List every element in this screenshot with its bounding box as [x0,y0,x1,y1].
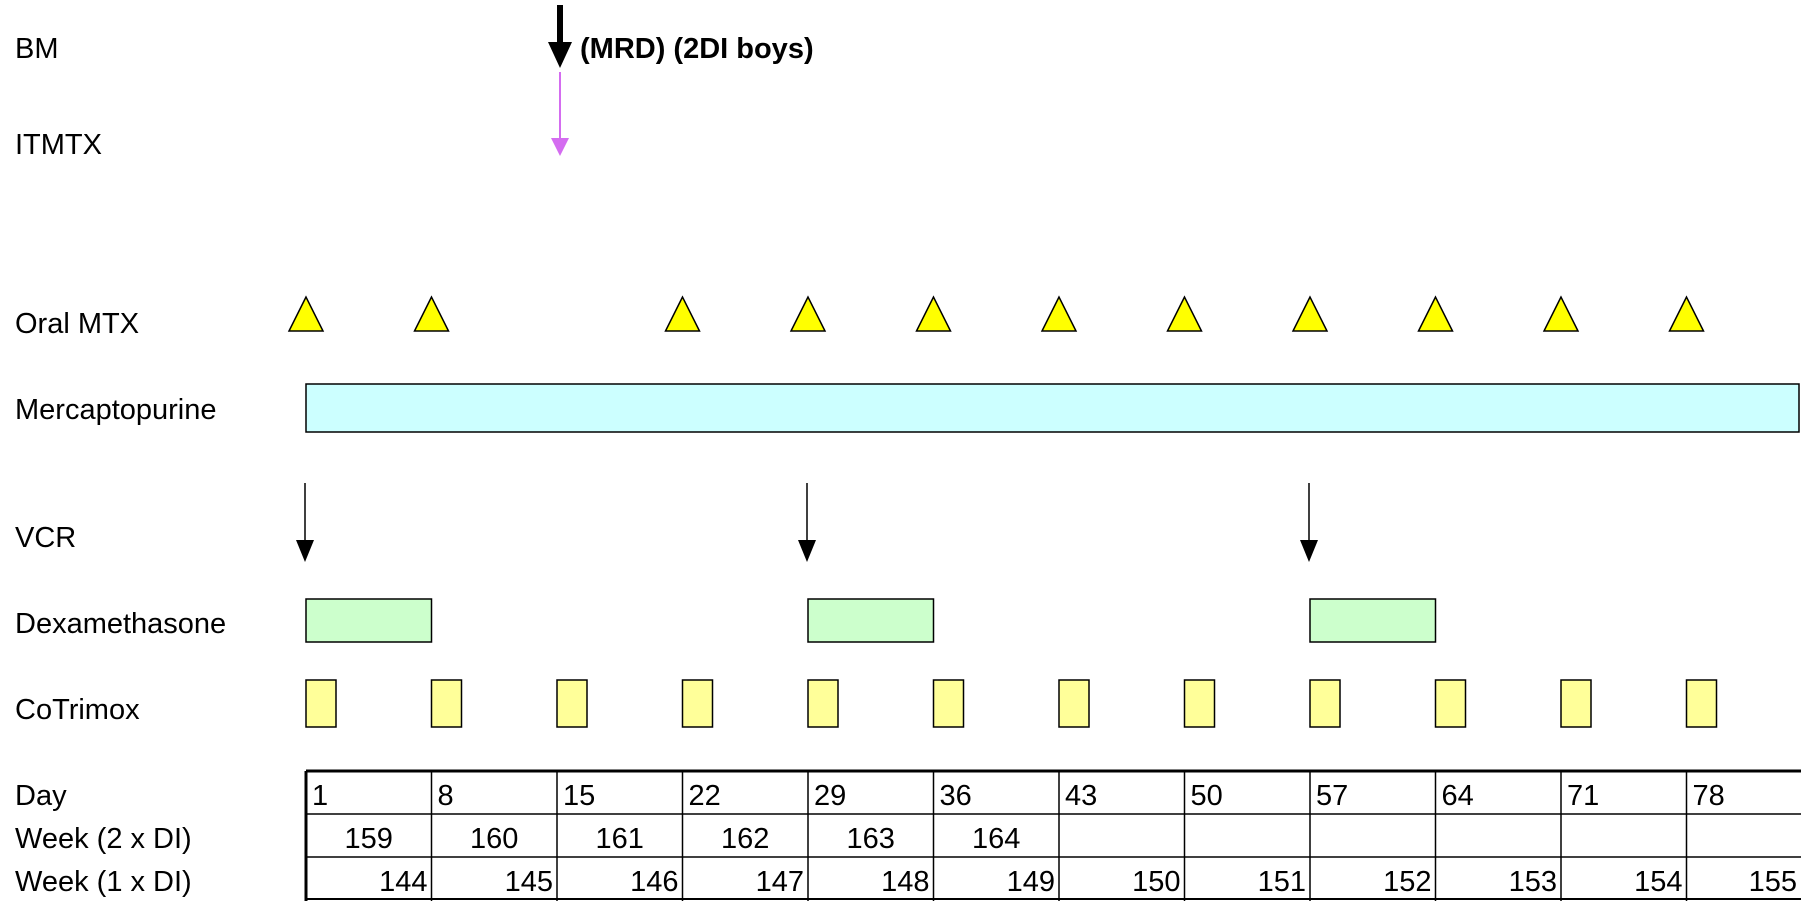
vcr-arrow-head [798,540,816,562]
week-1xdi-cell: 149 [1007,866,1055,898]
week-2xdi-cell: 160 [470,823,518,855]
row-label-mercaptopurine: Mercaptopurine [15,394,217,426]
table-row-label: Day [15,780,67,812]
week-2xdi-cell: 163 [847,823,895,855]
week-1xdi-cell: 150 [1132,866,1180,898]
row-label-itmtx: ITMTX [15,129,102,161]
day-cell: 57 [1316,780,1348,812]
cotrimox-box [430,679,463,728]
mercaptopurine-bar [305,383,1800,433]
cotrimox-box [1685,679,1718,728]
day-cell: 29 [814,780,846,812]
cotrimox-box [305,679,337,728]
vcr-arrow-head [296,540,314,562]
week-1xdi-cell: 148 [881,866,929,898]
row-label-vcr: VCR [15,522,76,554]
week-1xdi-cell: 145 [505,866,553,898]
oral-mtx-marker [1417,295,1454,332]
day-cell: 22 [689,780,721,812]
cotrimox-box [681,679,714,728]
day-cell: 50 [1191,780,1223,812]
row-label-dexamethasone: Dexamethasone [15,608,226,640]
vcr-arrow-head [1300,540,1318,562]
cotrimox-box [1434,679,1467,728]
oral-mtx-marker [1166,295,1203,332]
week-2xdi-cell: 164 [972,823,1020,855]
day-cell: 8 [438,780,454,812]
row-label-bm: BM [15,33,59,65]
week-1xdi-cell: 154 [1634,866,1682,898]
row-label-oral-mtx: Oral MTX [15,308,139,340]
cotrimox-box [1183,679,1216,728]
cotrimox-box [807,679,839,728]
week-1xdi-cell: 152 [1383,866,1431,898]
week-2xdi-cell: 161 [596,823,644,855]
week-2xdi-cell: 159 [345,823,393,855]
row-label-cotrimox: CoTrimox [15,694,140,726]
week-1xdi-cell: 153 [1509,866,1557,898]
day-cell: 15 [563,780,595,812]
table-row-label: Week (2 x DI) [15,823,192,855]
day-cell: 36 [940,780,972,812]
week-1xdi-cell: 146 [630,866,678,898]
cotrimox-box [1309,679,1341,728]
bm-arrow-shaft [557,5,563,45]
cotrimox-box [1560,679,1592,728]
oral-mtx-marker [664,295,701,332]
week-1xdi-cell: 151 [1258,866,1306,898]
cotrimox-box [1058,679,1090,728]
oral-mtx-marker [287,295,325,332]
schedule-table: Day Week (2 x DI) Week (1 x DI) 1 8 15 22 29 36 4… [15,769,1801,901]
oral-mtx-marker [915,295,952,332]
dexamethasone-box [807,598,935,643]
week-1xdi-cell: 155 [1749,866,1797,898]
dexamethasone-box [1309,598,1437,643]
bm-arrow-head [548,42,572,68]
day-cell: 71 [1567,780,1599,812]
cotrimox-box [932,679,965,728]
day-cell: 43 [1065,780,1097,812]
schedule-marks [287,5,1800,728]
oral-mtx-marker [789,295,827,332]
week-1xdi-cell: 144 [379,866,427,898]
bm-note: (MRD) (2DI boys) [580,33,814,65]
day-cell: 78 [1693,780,1725,812]
day-cell: 1 [312,780,328,812]
oral-mtx-marker [1291,295,1329,332]
week-1xdi-cell: 147 [756,866,804,898]
oral-mtx-marker [1542,295,1580,332]
oral-mtx-marker [1668,295,1705,332]
oral-mtx-marker [1040,295,1078,332]
table-row-label: Week (1 x DI) [15,866,192,898]
cotrimox-box [556,679,588,728]
week-2xdi-cell: 162 [721,823,769,855]
itmtx-arrow-head [551,138,569,156]
dexamethasone-box [305,598,433,643]
day-cell: 64 [1442,780,1474,812]
oral-mtx-marker [413,295,450,332]
